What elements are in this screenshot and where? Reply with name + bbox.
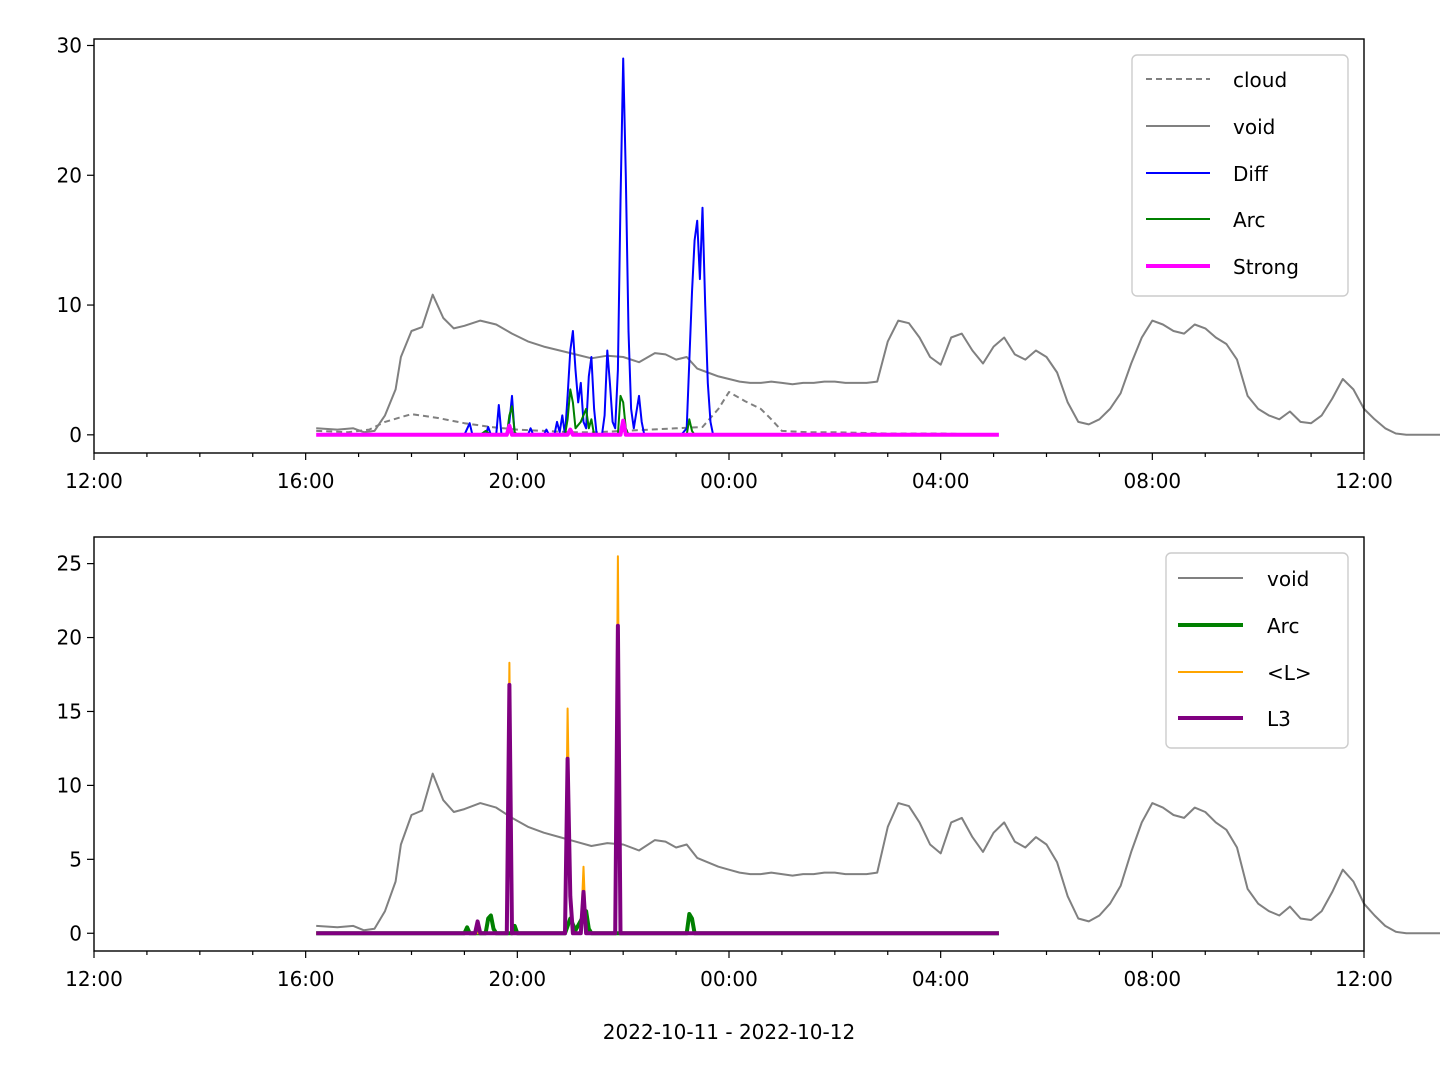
top-series-group	[316, 57, 1440, 437]
legend-arc-label: Arc	[1267, 614, 1299, 638]
series-strong-line	[316, 418, 999, 437]
x-axis-label: 2022-10-11 - 2022-10-12	[603, 1020, 855, 1044]
series-void-line	[316, 293, 1440, 436]
top-legend: cloud void Diff Arc Strong	[1131, 54, 1349, 297]
bottom-panel: 12:00 16:00 20:00 00:00 04:00 08:00 12:00 0 5 10…	[57, 536, 1440, 991]
y-tick-label: 15	[57, 699, 82, 723]
y-tick-label: 5	[69, 847, 82, 871]
x-tick-label: 20:00	[489, 469, 547, 493]
legend-diff-label: Diff	[1233, 162, 1269, 186]
bottom-legend: void Arc <L> L3	[1165, 552, 1349, 749]
series-arc-line	[479, 388, 696, 436]
top-panel: 12:00 16:00 20:00 00:00 04:00 08:00 12:00 0 10 2…	[57, 33, 1440, 493]
x-tick-label: 00:00	[700, 469, 758, 493]
bottom-x-ticks: 12:00 16:00 20:00 00:00 04:00 08:00 12:00	[65, 951, 1393, 991]
legend-strong-label: Strong	[1233, 255, 1299, 279]
series-l3-line	[316, 623, 999, 936]
y-tick-label: 30	[57, 33, 82, 57]
y-tick-label: 20	[57, 626, 82, 650]
x-tick-label: 12:00	[65, 967, 123, 991]
x-tick-label: 08:00	[1124, 469, 1182, 493]
legend-void-label: void	[1233, 115, 1275, 139]
top-x-ticks: 12:00 16:00 20:00 00:00 04:00 08:00 12:00	[65, 453, 1393, 493]
y-tick-label: 0	[69, 423, 82, 447]
bottom-y-ticks: 0 5 10 15 20 25	[57, 552, 94, 945]
bottom-series-group	[316, 555, 1440, 936]
x-tick-label: 04:00	[912, 469, 970, 493]
x-tick-label: 00:00	[700, 967, 758, 991]
x-tick-label: 12:00	[1335, 469, 1393, 493]
x-tick-label: 12:00	[65, 469, 123, 493]
legend-void-label: void	[1267, 567, 1309, 591]
legend-lavg-label: <L>	[1267, 661, 1312, 685]
legend-l3-label: L3	[1267, 707, 1291, 731]
bottom-legend-box	[1165, 552, 1349, 749]
series-diff-line	[463, 57, 729, 436]
y-tick-label: 20	[57, 163, 82, 187]
legend-arc-label: Arc	[1233, 208, 1265, 232]
series-void-line	[316, 772, 1440, 935]
x-tick-label: 04:00	[912, 967, 970, 991]
y-tick-label: 10	[57, 293, 82, 317]
top-y-ticks: 0 10 20 30	[57, 33, 94, 447]
x-tick-label: 16:00	[277, 967, 335, 991]
legend-cloud-label: cloud	[1233, 68, 1287, 92]
y-tick-label: 25	[57, 552, 82, 576]
y-tick-label: 0	[69, 921, 82, 945]
top-legend-box	[1131, 54, 1349, 297]
x-tick-label: 20:00	[489, 967, 547, 991]
x-tick-label: 16:00	[277, 469, 335, 493]
y-tick-label: 10	[57, 773, 82, 797]
x-tick-label: 12:00	[1335, 967, 1393, 991]
x-tick-label: 08:00	[1124, 967, 1182, 991]
